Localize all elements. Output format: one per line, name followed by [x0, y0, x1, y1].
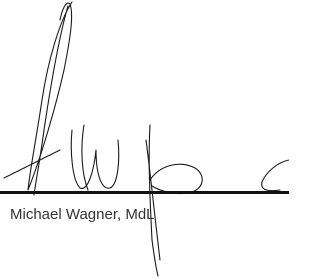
handwritten-signature — [4, 2, 289, 276]
signature-line — [0, 191, 289, 194]
signature-block: Michael Wagner, MdL — [0, 0, 289, 279]
signer-name: Michael Wagner, MdL — [10, 206, 155, 223]
